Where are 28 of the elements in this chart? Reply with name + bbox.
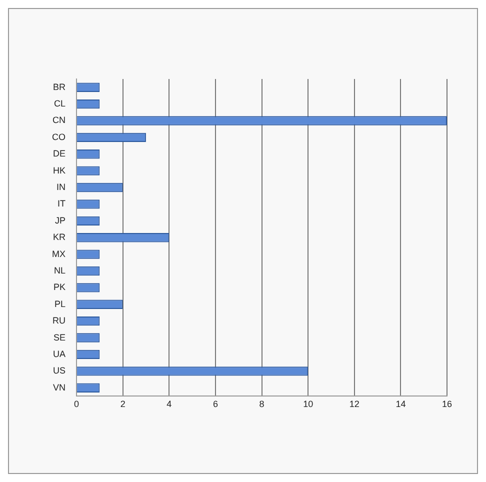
- y-tick-label: US: [52, 366, 66, 376]
- y-tick-label: HK: [52, 165, 66, 176]
- x-tick-label: 16: [442, 399, 452, 410]
- x-tick-label: 4: [166, 399, 172, 410]
- x-tick-label: 2: [120, 399, 126, 410]
- y-tick-label: CN: [52, 115, 66, 126]
- y-tick-label: IN: [56, 182, 66, 192]
- y-tick-label: KR: [52, 232, 66, 242]
- y-tick-label: BR: [52, 82, 66, 92]
- y-tick-label: IT: [58, 198, 66, 209]
- x-tick-label: 12: [349, 399, 360, 410]
- y-tick-label: NL: [54, 265, 66, 276]
- x-tick-label: 6: [212, 399, 218, 410]
- y-tick-label: VN: [52, 382, 66, 392]
- y-tick-label: SE: [53, 332, 66, 342]
- y-tick-label: UA: [52, 348, 66, 359]
- y-tick-label: PK: [53, 282, 66, 292]
- y-tick-label: MX: [52, 248, 66, 259]
- x-tick-label: 8: [259, 399, 264, 410]
- y-tick-label: DE: [52, 148, 66, 159]
- x-tick-label: 0: [74, 399, 80, 410]
- y-tick-label: JP: [54, 215, 66, 226]
- y-tick-label: CO: [52, 132, 66, 142]
- x-tick-label: 10: [303, 399, 314, 410]
- y-tick-label: CL: [54, 98, 66, 109]
- y-tick-label: PL: [54, 298, 66, 309]
- y-tick-label: RU: [52, 316, 66, 326]
- x-tick-label: 14: [396, 399, 406, 410]
